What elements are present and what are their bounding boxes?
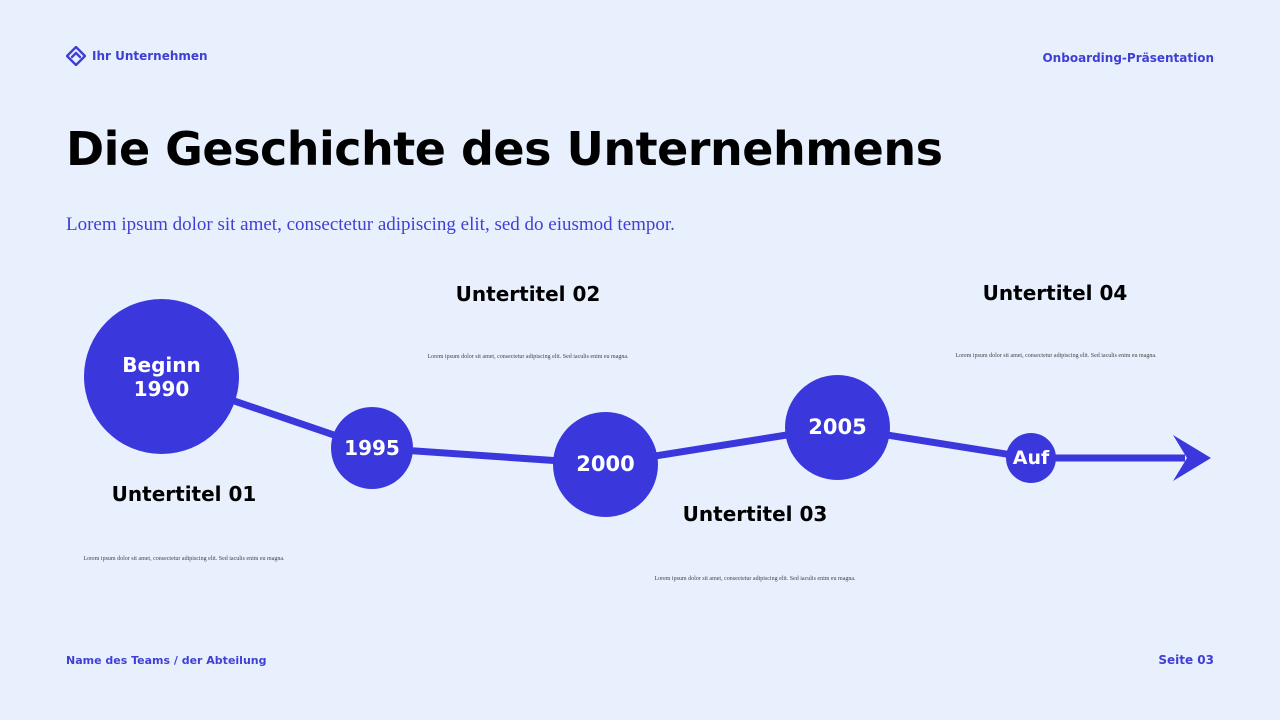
milestone-label: Auf xyxy=(1012,446,1050,469)
footer-team: Name des Teams / der Abteilung xyxy=(66,654,267,667)
diamond-logo-icon xyxy=(66,46,86,66)
milestone-node-1990: Beginn 1990 xyxy=(84,299,239,454)
timeline-arrowhead xyxy=(1173,435,1211,481)
section-text-01: Lorem ipsum dolor sit amet, consectetur … xyxy=(83,556,285,562)
milestone-node-1995: 1995 xyxy=(331,407,413,489)
page-title: Die Geschichte des Unternehmens xyxy=(66,122,943,176)
milestone-node-auf: Auf xyxy=(1006,433,1056,483)
page-subtitle: Lorem ipsum dolor sit amet, consectetur … xyxy=(66,214,675,235)
milestone-label: 2000 xyxy=(576,451,635,476)
milestone-node-2005: 2005 xyxy=(785,375,890,480)
milestone-label: 2005 xyxy=(808,414,867,439)
footer-page-number: Seite 03 xyxy=(1158,653,1214,667)
section-heading-04: Untertitel 04 xyxy=(982,281,1128,305)
milestone-label: Beginn xyxy=(122,352,201,377)
section-heading-03: Untertitel 03 xyxy=(682,502,828,526)
brand: Ihr Unternehmen xyxy=(66,46,208,66)
presentation-label: Onboarding-Präsentation xyxy=(1042,51,1214,65)
section-text-02: Lorem ipsum dolor sit amet, consectetur … xyxy=(427,354,629,360)
milestone-label: 1995 xyxy=(344,436,400,460)
section-heading-01: Untertitel 01 xyxy=(111,482,257,506)
section-text-04: Lorem ipsum dolor sit amet, consectetur … xyxy=(955,353,1157,359)
brand-name: Ihr Unternehmen xyxy=(92,49,208,63)
section-heading-02: Untertitel 02 xyxy=(455,282,601,306)
milestone-year: 1990 xyxy=(133,376,190,401)
milestone-node-2000: 2000 xyxy=(553,412,658,517)
section-text-03: Lorem ipsum dolor sit amet, consectetur … xyxy=(654,576,856,582)
